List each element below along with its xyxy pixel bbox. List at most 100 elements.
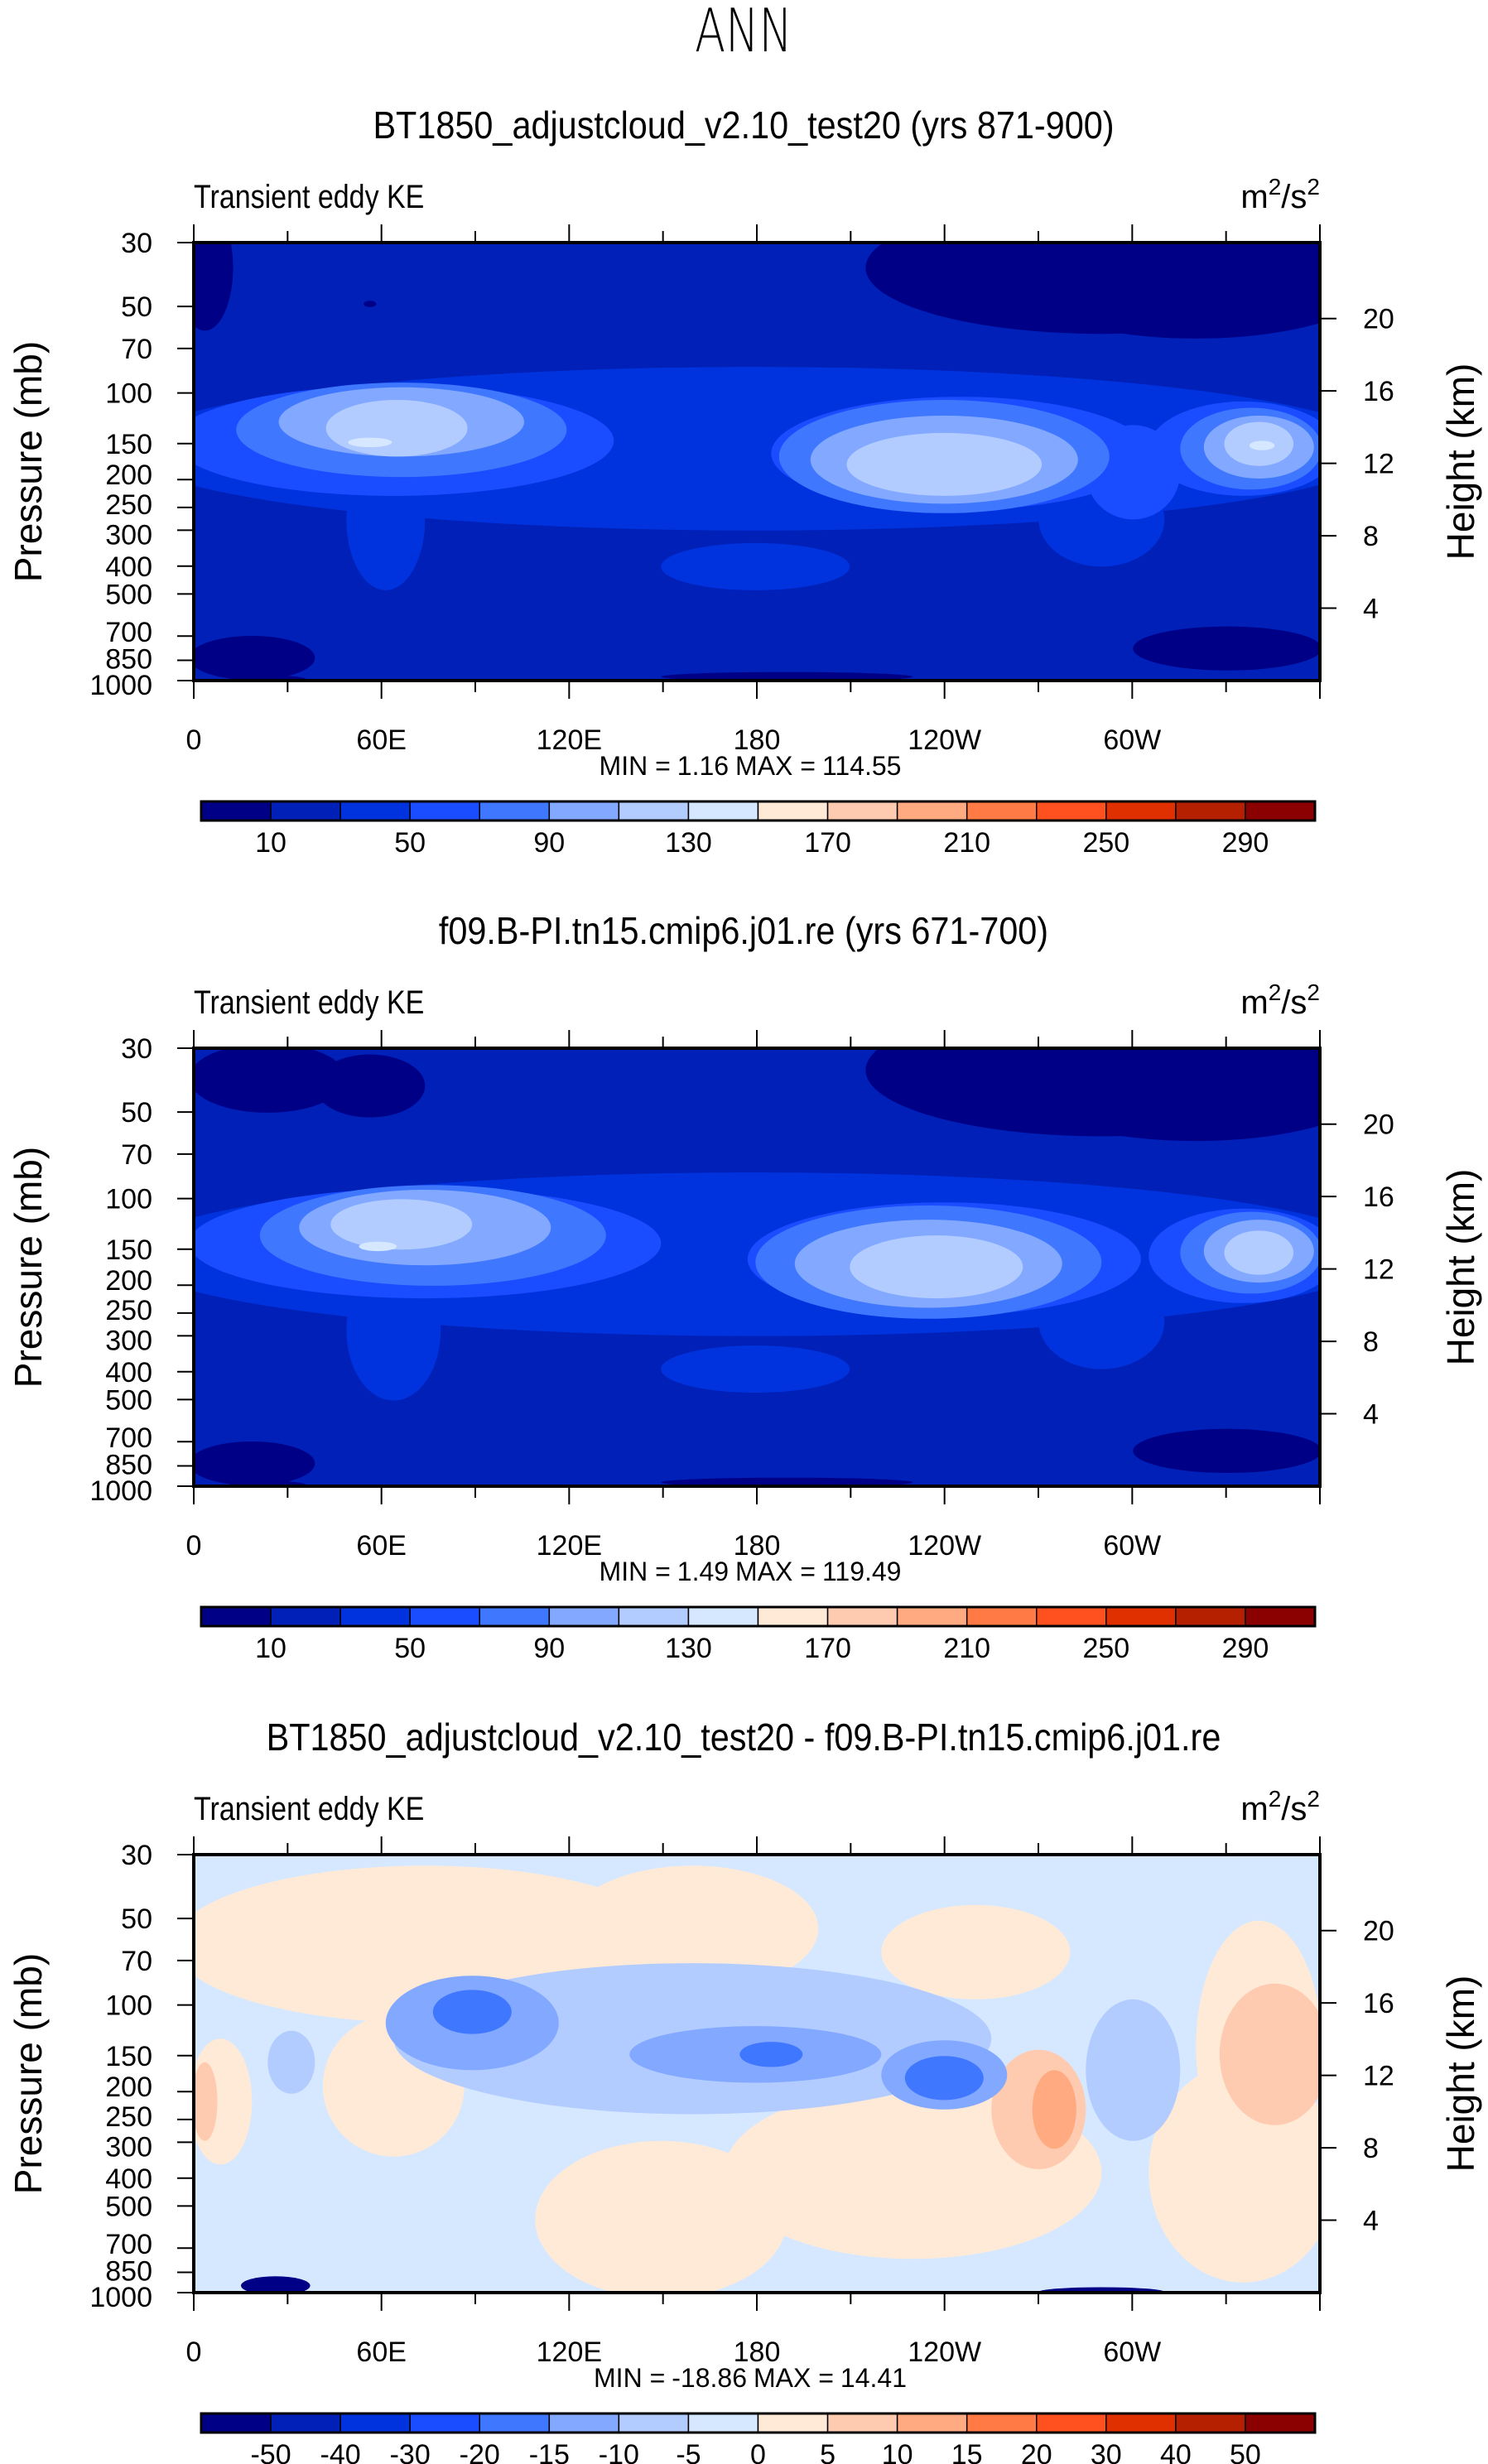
colorbar-label: 10 xyxy=(255,1633,287,1664)
y-right-axis-label: Height (km) xyxy=(1439,1976,1482,2173)
contour-level-0 xyxy=(661,1477,913,1486)
colorbar-label: -40 xyxy=(320,2439,361,2464)
y-tick-label: 50 xyxy=(121,1903,152,1935)
colorbar-box xyxy=(409,1606,480,1627)
left-string: Transient eddy KE xyxy=(194,983,424,1020)
y-tick-label: 50 xyxy=(121,1097,152,1129)
colorbar-box xyxy=(200,1606,272,1627)
y-tick-label: 700 xyxy=(105,1422,152,1454)
colorbar-box xyxy=(200,801,272,821)
max-value: 14.41 xyxy=(840,2363,907,2393)
max-value: 114.55 xyxy=(822,751,902,781)
units-part: 2 xyxy=(1269,174,1282,200)
colorbar-label: 250 xyxy=(1082,1633,1129,1664)
y-tick-label: 200 xyxy=(105,460,152,491)
x-tick-label: 60E xyxy=(356,2336,407,2368)
colorbar-box xyxy=(826,1606,898,1627)
contour-field xyxy=(194,243,1320,681)
max-label: MAX = xyxy=(735,751,816,781)
contour-field xyxy=(194,1048,1320,1486)
max-value: 119.49 xyxy=(822,1557,902,1586)
y-right-tick-label: 16 xyxy=(1363,1181,1394,1213)
x-tick-label: 60W xyxy=(1103,1530,1161,1562)
colorbar-box xyxy=(339,2413,411,2433)
min-label: MIN = xyxy=(600,1557,671,1586)
y-tick-label: 200 xyxy=(105,1265,152,1297)
units-part: m xyxy=(1240,984,1268,1021)
y-tick-label: 1000 xyxy=(89,2282,152,2313)
contour-level-3 xyxy=(1086,425,1181,520)
colorbar-label: 50 xyxy=(394,827,426,859)
colorbar-box xyxy=(339,801,411,821)
contour-level-8 xyxy=(535,2140,787,2293)
colorbar-box xyxy=(757,1606,829,1627)
y-tick-label: 300 xyxy=(105,519,152,551)
units-label: m2/s2 xyxy=(1240,979,1320,1021)
units-part: /s xyxy=(1281,179,1307,215)
panel-1: BT1850_adjustcloud_v2.10_test20 (yrs 871… xyxy=(7,104,1482,859)
contour-level-2 xyxy=(661,1345,850,1393)
contour-level-8 xyxy=(566,1865,819,1992)
y-tick-label: 150 xyxy=(105,1234,152,1266)
y-tick-label: 850 xyxy=(105,643,152,675)
colorbar-label: 250 xyxy=(1082,827,1129,859)
y-axis-label: Pressure (mb) xyxy=(7,1953,50,2194)
x-tick-label: 120W xyxy=(908,724,981,756)
panel-title: BT1850_adjustcloud_v2.10_test20 - f09.B-… xyxy=(267,1716,1221,1759)
y-tick-label: 500 xyxy=(105,1384,152,1416)
y-right-tick-label: 20 xyxy=(1363,1916,1394,1947)
y-tick-label: 1000 xyxy=(89,670,152,701)
colorbar-label: 10 xyxy=(255,827,287,859)
y-tick-label: 300 xyxy=(105,1325,152,1356)
y-right-tick-label: 20 xyxy=(1363,1109,1394,1141)
colorbar-box xyxy=(687,2413,759,2433)
colorbar-box xyxy=(1245,801,1316,821)
y-tick-label: 100 xyxy=(105,1990,152,2022)
colorbar-frame xyxy=(200,1605,1317,1628)
min-value: 1.16 xyxy=(677,751,729,781)
x-tick-label: 60W xyxy=(1103,724,1161,756)
y-right-axis-label: Height (km) xyxy=(1439,1169,1482,1366)
main-title: ANN xyxy=(695,0,792,66)
x-tick-label: 60E xyxy=(356,724,407,756)
min-value: 1.49 xyxy=(677,1557,729,1586)
contour-level-0 xyxy=(1133,1428,1320,1473)
colorbar-label: 290 xyxy=(1222,827,1269,859)
colorbar-label: 90 xyxy=(533,827,565,859)
units-part: 2 xyxy=(1269,979,1282,1005)
colorbar-box xyxy=(896,1606,968,1627)
units-part: m xyxy=(1240,1791,1268,1827)
contour-level-7 xyxy=(1249,440,1275,450)
contour-level-6 xyxy=(330,1199,473,1250)
colorbar-box xyxy=(618,801,690,821)
contour-level-6 xyxy=(850,1235,1023,1299)
y-tick-label: 500 xyxy=(105,579,152,610)
contour-level-0 xyxy=(1007,243,1320,339)
y-axis-label: Pressure (mb) xyxy=(7,341,50,582)
x-tick-label: 120W xyxy=(908,1530,981,1562)
colorbar-box xyxy=(1036,1606,1107,1627)
y-tick-label: 850 xyxy=(105,2255,152,2287)
colorbar-box xyxy=(479,801,551,821)
units-part: 2 xyxy=(1307,979,1320,1005)
colorbar-label: 40 xyxy=(1160,2439,1192,2464)
contour-level-0 xyxy=(364,301,377,307)
x-tick-label: 0 xyxy=(186,2336,202,2368)
contour-level-9 xyxy=(1219,1983,1320,2125)
x-tick-label: 180 xyxy=(734,724,781,756)
y-tick-label: 700 xyxy=(105,617,152,648)
panel-2: f09.B-PI.tn15.cmip6.j01.re (yrs 671-700)… xyxy=(7,910,1482,1664)
colorbar-label: 210 xyxy=(943,1633,990,1664)
colorbar-label: 10 xyxy=(882,2439,913,2464)
colorbar-box xyxy=(339,1606,411,1627)
colorbar-label: 130 xyxy=(665,1633,712,1664)
contour-level-8 xyxy=(881,1904,1071,2000)
contour-level-6 xyxy=(325,400,468,457)
min-max-readout: MIN = 1.16 MAX = 114.55 xyxy=(600,751,902,781)
y-tick-label: 150 xyxy=(105,2041,152,2072)
colorbar-box xyxy=(1245,1606,1316,1627)
colorbar-box xyxy=(270,1606,341,1627)
y-tick-label: 500 xyxy=(105,2191,152,2222)
left-string: Transient eddy KE xyxy=(194,177,424,214)
